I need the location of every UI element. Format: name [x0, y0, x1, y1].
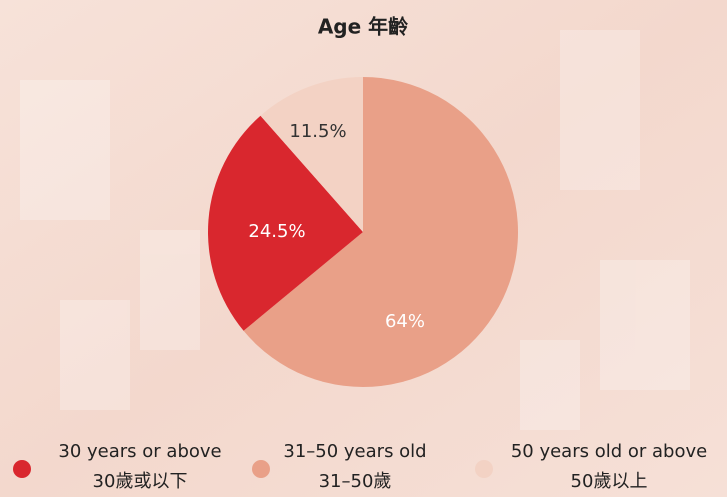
- legend-marker: [13, 460, 31, 478]
- legend-marker: [252, 460, 270, 478]
- slice-label: 64%: [385, 311, 425, 332]
- chart: Age 年齡 64% 24.5% 11.5% 30 years or above 30歲…: [0, 0, 727, 497]
- slice-label: 11.5%: [289, 121, 346, 142]
- page: Age 年齡 64% 24.5% 11.5% 30 years or above 30歲…: [0, 0, 727, 497]
- legend-marker: [475, 460, 493, 478]
- slice-label: 24.5%: [248, 221, 305, 242]
- legend-label: 31–50歲: [319, 471, 392, 492]
- chart-title: Age 年齡: [318, 15, 408, 39]
- legend-label: 30 years or above: [58, 441, 221, 462]
- legend-label: 50歲以上: [571, 471, 648, 492]
- legend-label: 50 years old or above: [511, 441, 707, 462]
- legend-label: 31–50 years old: [283, 441, 426, 462]
- legend-label: 30歲或以下: [93, 471, 188, 492]
